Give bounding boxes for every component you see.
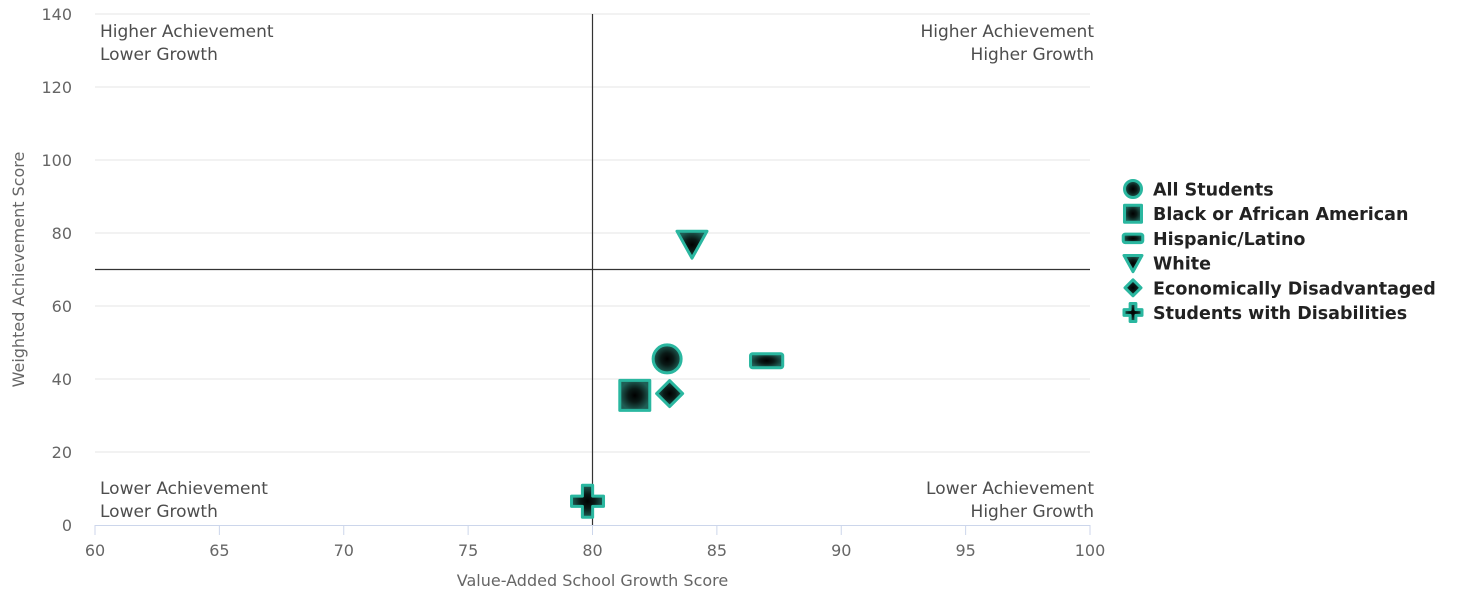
quadrant-label-bottom-left: Lower Achievement xyxy=(100,479,268,499)
y-tick-label: 120 xyxy=(41,78,72,97)
legend-label: Students with Disabilities xyxy=(1153,304,1407,324)
bar-marker xyxy=(749,352,785,370)
diamond-marker xyxy=(655,379,685,409)
legend-triangle-down-symbol xyxy=(1122,253,1144,274)
legend-label: Hispanic/Latino xyxy=(1153,230,1305,250)
legend-item[interactable]: Economically Disadvantaged xyxy=(1123,278,1436,299)
legend: All Students Black or African American His… xyxy=(1121,179,1436,325)
x-tick-label: 70 xyxy=(334,541,354,560)
legend-bar-symbol xyxy=(1121,232,1145,245)
x-tick-label: 80 xyxy=(582,541,602,560)
legend-square-symbol xyxy=(1123,203,1143,224)
y-axis-title: Weighted Achievement Score xyxy=(9,152,28,388)
data-point-economically-disadvantaged[interactable] xyxy=(655,379,685,409)
data-points xyxy=(570,229,785,519)
legend-label: Black or African American xyxy=(1153,205,1408,225)
x-tick-label: 90 xyxy=(831,541,851,560)
legend-label: Economically Disadvantaged xyxy=(1153,279,1436,299)
quadrant-label-top-left: Higher Achievement xyxy=(100,22,274,42)
legend-cross-symbol xyxy=(1122,302,1144,323)
quadrant-label-bottom-right: Higher Growth xyxy=(971,502,1094,522)
y-tick-label: 20 xyxy=(52,443,72,462)
reference-lines xyxy=(95,14,1090,525)
x-tick-label: 60 xyxy=(85,541,105,560)
legend-item[interactable]: White xyxy=(1122,253,1211,275)
x-tick-label: 100 xyxy=(1075,541,1106,560)
x-tick-label: 95 xyxy=(955,541,975,560)
quadrant-label-top-right: Higher Achievement xyxy=(920,22,1094,42)
quadrant-label-bottom-left: Lower Growth xyxy=(100,502,218,522)
y-tick-label: 140 xyxy=(41,5,72,24)
legend-item[interactable]: Hispanic/Latino xyxy=(1121,230,1305,250)
x-tick-label: 75 xyxy=(458,541,478,560)
quadrant-label-top-right: Higher Growth xyxy=(971,45,1094,65)
legend-label: All Students xyxy=(1153,181,1274,201)
triangle-down-marker xyxy=(675,229,709,260)
data-point-black-or-african-american[interactable] xyxy=(618,378,652,412)
quadrant-label-top-left: Lower Growth xyxy=(100,45,218,65)
legend-label: White xyxy=(1153,255,1211,275)
x-tick-label: 65 xyxy=(209,541,229,560)
legend-item[interactable]: Students with Disabilities xyxy=(1122,302,1407,325)
y-tick-label: 0 xyxy=(62,516,72,535)
data-point-white[interactable] xyxy=(675,229,709,260)
y-tick-label: 40 xyxy=(52,370,72,389)
x-tick-label: 85 xyxy=(707,541,727,560)
data-point-all-students[interactable] xyxy=(651,343,683,375)
legend-item[interactable]: Black or African American xyxy=(1123,203,1409,225)
quadrant-labels: Higher Achievement Lower Growth Higher Ach… xyxy=(100,22,1094,522)
quadrant-label-bottom-right: Lower Achievement xyxy=(926,479,1094,499)
circle-marker xyxy=(651,343,683,375)
legend-circle-symbol xyxy=(1123,179,1143,199)
y-tick-label: 60 xyxy=(52,297,72,316)
axes: 0 20 40 60 80 100 120 140 60 65 70 75 80 85 90 95 100 Val… xyxy=(9,5,1105,590)
legend-item[interactable]: All Students xyxy=(1123,179,1274,201)
data-point-students-with-disabilities[interactable] xyxy=(570,483,606,519)
y-tick-label: 80 xyxy=(52,224,72,243)
square-marker xyxy=(618,378,652,412)
x-axis-title: Value-Added School Growth Score xyxy=(457,571,728,590)
legend-diamond-symbol xyxy=(1123,278,1143,298)
data-point-hispanic-latino[interactable] xyxy=(749,352,785,370)
cross-marker xyxy=(570,483,606,519)
y-tick-label: 100 xyxy=(41,151,72,170)
